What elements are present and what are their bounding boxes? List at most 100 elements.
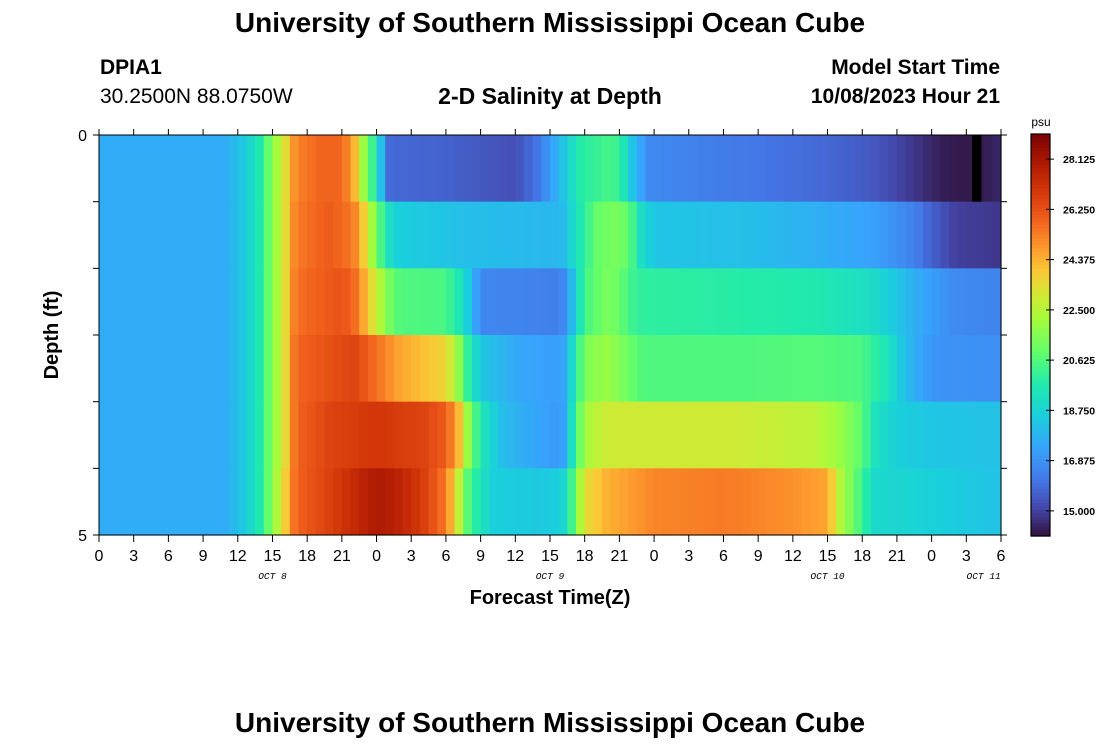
heatmap-cell (359, 335, 369, 403)
heatmap-cell (471, 135, 482, 203)
heatmap-cell (532, 201, 542, 269)
heatmap-cell (194, 401, 204, 469)
heatmap-cell (706, 201, 716, 269)
heatmap-cell (281, 135, 291, 203)
heatmap-cell (480, 468, 490, 536)
heatmap-cell (541, 401, 551, 469)
heatmap-cell (870, 335, 881, 403)
heatmap-cell (246, 335, 256, 403)
heatmap-cell (532, 401, 542, 469)
x-tick-label: 12 (784, 548, 802, 565)
heatmap-cell (706, 468, 716, 536)
heatmap-cell (992, 401, 1002, 469)
heatmap-cell (827, 468, 837, 536)
colorbar-segment (1031, 368, 1050, 373)
heatmap-cell (385, 201, 395, 269)
heatmap-cell (393, 401, 404, 469)
heatmap-cell (272, 268, 282, 336)
heatmap-cell (116, 135, 126, 203)
heatmap-cell (992, 268, 1002, 336)
heatmap-cell (471, 468, 482, 536)
heatmap-cell (454, 335, 464, 403)
heatmap-cell (905, 135, 915, 203)
heatmap-cell (324, 201, 334, 269)
colorbar-segment (1031, 197, 1050, 202)
heatmap-cell (324, 135, 334, 203)
heatmap-cell (610, 468, 620, 536)
x-tick-label: 18 (298, 548, 316, 565)
colorbar-segment (1031, 472, 1050, 477)
heatmap-cell (523, 201, 534, 269)
heatmap-cell (307, 268, 317, 336)
heatmap-cell (766, 468, 777, 536)
colorbar-segment (1031, 318, 1050, 323)
heatmap-cell (532, 335, 542, 403)
colorbar-segment (1031, 194, 1050, 199)
heatmap-cell (688, 468, 699, 536)
colorbar-segment (1031, 381, 1050, 386)
heatmap-cell (246, 135, 256, 203)
heatmap-cell (151, 268, 161, 336)
heatmap-cell (333, 135, 343, 203)
heatmap-cell (576, 268, 586, 336)
heatmap-cell (350, 401, 360, 469)
heatmap-cell (766, 335, 777, 403)
heatmap-cell (966, 135, 976, 203)
heatmap-cell (922, 268, 933, 336)
heatmap-cell (957, 268, 967, 336)
heatmap-cell (714, 468, 725, 536)
colorbar-segment (1031, 274, 1050, 279)
heatmap-cell (246, 201, 256, 269)
heatmap-cell (974, 201, 985, 269)
heatmap-cell (333, 335, 343, 403)
heatmap-cell (341, 201, 352, 269)
heatmap-cell (272, 201, 282, 269)
heatmap-cell (437, 335, 447, 403)
heatmap-cell (385, 468, 395, 536)
heatmap-cell (333, 201, 343, 269)
heatmap-cell (237, 401, 248, 469)
heatmap-cell (203, 201, 213, 269)
heatmap-cell (948, 135, 959, 203)
heatmap-cell (966, 268, 976, 336)
heatmap-cell (211, 401, 222, 469)
heatmap-cell (862, 135, 872, 203)
heatmap-cell (211, 468, 222, 536)
heatmap-cell (896, 201, 907, 269)
heatmap-cell (194, 335, 204, 403)
heatmap-cell (454, 201, 464, 269)
heatmap-cell (740, 401, 751, 469)
heatmap-cell (211, 135, 222, 203)
colorbar-segment (1031, 164, 1050, 169)
heatmap-cell (714, 268, 725, 336)
heatmap-cell (688, 135, 699, 203)
heatmap-cell (185, 401, 195, 469)
colorbar-tick-label: 26.250 (1063, 204, 1095, 216)
colorbar-segment (1031, 211, 1050, 215)
heatmap-cell (749, 401, 759, 469)
heatmap-cell (437, 201, 447, 269)
colorbar-tick-label: 15.000 (1063, 506, 1095, 518)
heatmap-cell (220, 468, 230, 536)
heatmap-cell (177, 335, 187, 403)
heatmap-cell (844, 135, 855, 203)
heatmap-cell (801, 468, 811, 536)
heatmap-cell (992, 468, 1002, 536)
colorbar-segment (1031, 482, 1050, 487)
heatmap-cell (220, 335, 230, 403)
heatmap-cell (888, 268, 898, 336)
heatmap-cell (99, 401, 109, 469)
heatmap-cell (385, 401, 395, 469)
heatmap-cell (697, 401, 707, 469)
heatmap-cell (992, 201, 1002, 269)
heatmap-cell (636, 135, 646, 203)
heatmap-cell (402, 401, 412, 469)
heatmap-cell (445, 335, 456, 403)
heatmap-cell (497, 401, 508, 469)
day-label: OCT 9 (536, 571, 565, 582)
heatmap-cell (237, 201, 248, 269)
heatmap-cell (203, 268, 213, 336)
heatmap-cell (133, 268, 143, 336)
colorbar-tick-label: 16.875 (1063, 456, 1095, 468)
colorbar-segment (1031, 241, 1050, 246)
